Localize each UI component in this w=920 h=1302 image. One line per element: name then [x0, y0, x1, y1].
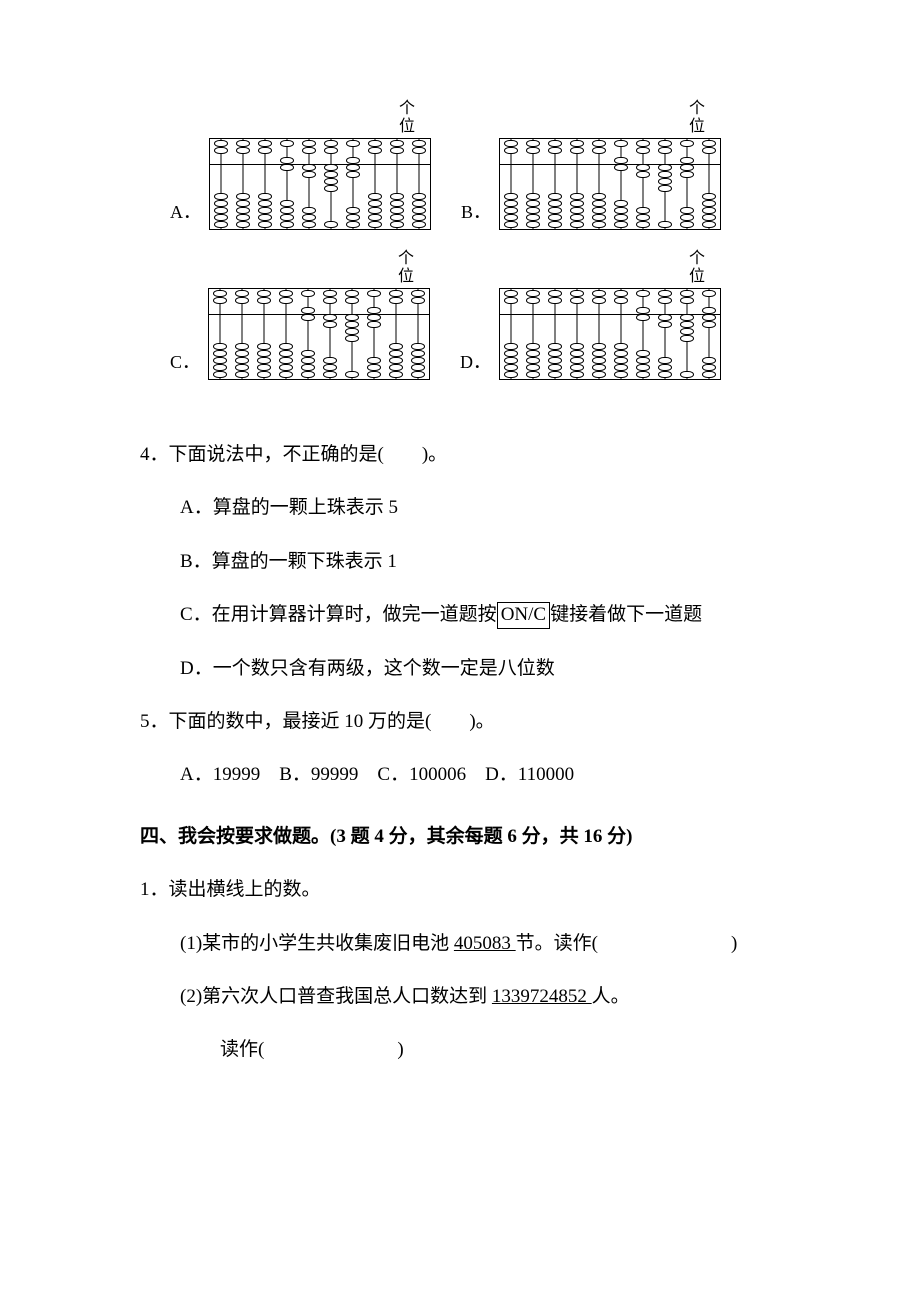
abacus-option: B． 个位: [461, 100, 721, 230]
abacus-option: C． 个位: [170, 250, 430, 380]
abacus-rod: [210, 139, 232, 229]
abacus-rod: [298, 139, 320, 229]
abacus-rod: [341, 289, 363, 379]
q4c-pre: C．在用计算器计算时，做完一道题按: [180, 604, 497, 625]
abacus-rod: [698, 139, 720, 229]
option-label: A．: [170, 198, 201, 230]
q4c-post: 键接着做下一道题: [550, 604, 702, 625]
onc-key-box: ON/C: [497, 602, 550, 629]
abacus: [208, 288, 430, 380]
s4q1p1-num: 405083: [454, 933, 516, 954]
abacus-rod: [276, 139, 298, 229]
abacus: [499, 288, 721, 380]
abacus-rod: [588, 139, 610, 229]
abacus-rod: [500, 289, 522, 379]
abacus-rod: [342, 139, 364, 229]
s4q1p1-pre: (1)某市的小学生共收集废旧电池: [180, 933, 454, 954]
abacus-rod: [654, 139, 676, 229]
abacus-rod: [500, 139, 522, 229]
abacus: [499, 138, 721, 230]
s4q1-part2: (2)第六次人口普查我国总人口数达到 1339724852 人。: [180, 972, 820, 1021]
abacus-rod: [407, 289, 429, 379]
abacus-option: A． 个位: [170, 100, 431, 230]
abacus-rod: [297, 289, 319, 379]
abacus-rod: [232, 139, 254, 229]
s4q1-part2-answer: 读作( ): [220, 1025, 820, 1074]
abacus-rod: [231, 289, 253, 379]
s4q1-stem: 1．读出横线上的数。: [140, 865, 820, 914]
abacus-rod: [632, 139, 654, 229]
q4-stem: 4．下面说法中，不正确的是( )。: [140, 430, 820, 479]
abacus-rod: [385, 289, 407, 379]
abacus-rod: [610, 139, 632, 229]
abacus-rod: [275, 289, 297, 379]
q4-option-d: D．一个数只含有两级，这个数一定是八位数: [180, 644, 820, 693]
abacus-rod: [253, 289, 275, 379]
abacus-column-header: 个位: [398, 250, 414, 286]
abacus-rod: [408, 139, 430, 229]
abacus-options-grid: A． 个位 B． 个位 C． 个位 D． 个位: [170, 100, 820, 400]
abacus-wrap: 个位: [499, 250, 721, 380]
section-4-header: 四、我会按要求做题。(3 题 4 分，其余每题 6 分，共 16 分): [140, 812, 820, 861]
abacus-rod: [386, 139, 408, 229]
abacus-rod: [522, 289, 544, 379]
abacus-rod: [566, 139, 588, 229]
q4-option-b: B．算盘的一颗下珠表示 1: [180, 537, 820, 586]
abacus-rod: [522, 139, 544, 229]
abacus-column-header: 个位: [689, 100, 705, 136]
abacus-column-header: 个位: [399, 100, 415, 136]
abacus-rod: [676, 139, 698, 229]
abacus: [209, 138, 431, 230]
abacus-rod: [254, 139, 276, 229]
abacus-rod: [544, 289, 566, 379]
abacus-rod: [544, 139, 566, 229]
q4-option-a: A．算盘的一颗上珠表示 5: [180, 483, 820, 532]
abacus-rod: [319, 289, 341, 379]
abacus-option: D． 个位: [460, 250, 721, 380]
abacus-rod: [654, 289, 676, 379]
abacus-rod: [320, 139, 342, 229]
s4q1-part1: (1)某市的小学生共收集废旧电池 405083 节。读作( ): [180, 919, 820, 968]
abacus-rod: [364, 139, 386, 229]
s4q1p2-num: 1339724852: [492, 986, 592, 1007]
q4-option-c: C．在用计算器计算时，做完一道题按ON/C键接着做下一道题: [180, 590, 820, 639]
option-label: C．: [170, 348, 200, 380]
s4q1p2-pre: (2)第六次人口普查我国总人口数达到: [180, 986, 492, 1007]
abacus-rod: [363, 289, 385, 379]
abacus-wrap: 个位: [499, 100, 721, 230]
abacus-rod: [610, 289, 632, 379]
s4q1p2-post: 人。: [592, 986, 630, 1007]
abacus-wrap: 个位: [209, 100, 431, 230]
abacus-rod: [698, 289, 720, 379]
abacus-rod: [588, 289, 610, 379]
q5-stem: 5．下面的数中，最接近 10 万的是( )。: [140, 697, 820, 746]
abacus-column-header: 个位: [689, 250, 705, 286]
abacus-rod: [632, 289, 654, 379]
abacus-rod: [566, 289, 588, 379]
option-label: D．: [460, 348, 491, 380]
option-label: B．: [461, 198, 491, 230]
q5-options: A．19999 B．99999 C．100006 D．110000: [180, 750, 820, 799]
abacus-rod: [676, 289, 698, 379]
abacus-rod: [209, 289, 231, 379]
s4q1p1-post: 节。读作( ): [516, 933, 738, 954]
abacus-wrap: 个位: [208, 250, 430, 380]
